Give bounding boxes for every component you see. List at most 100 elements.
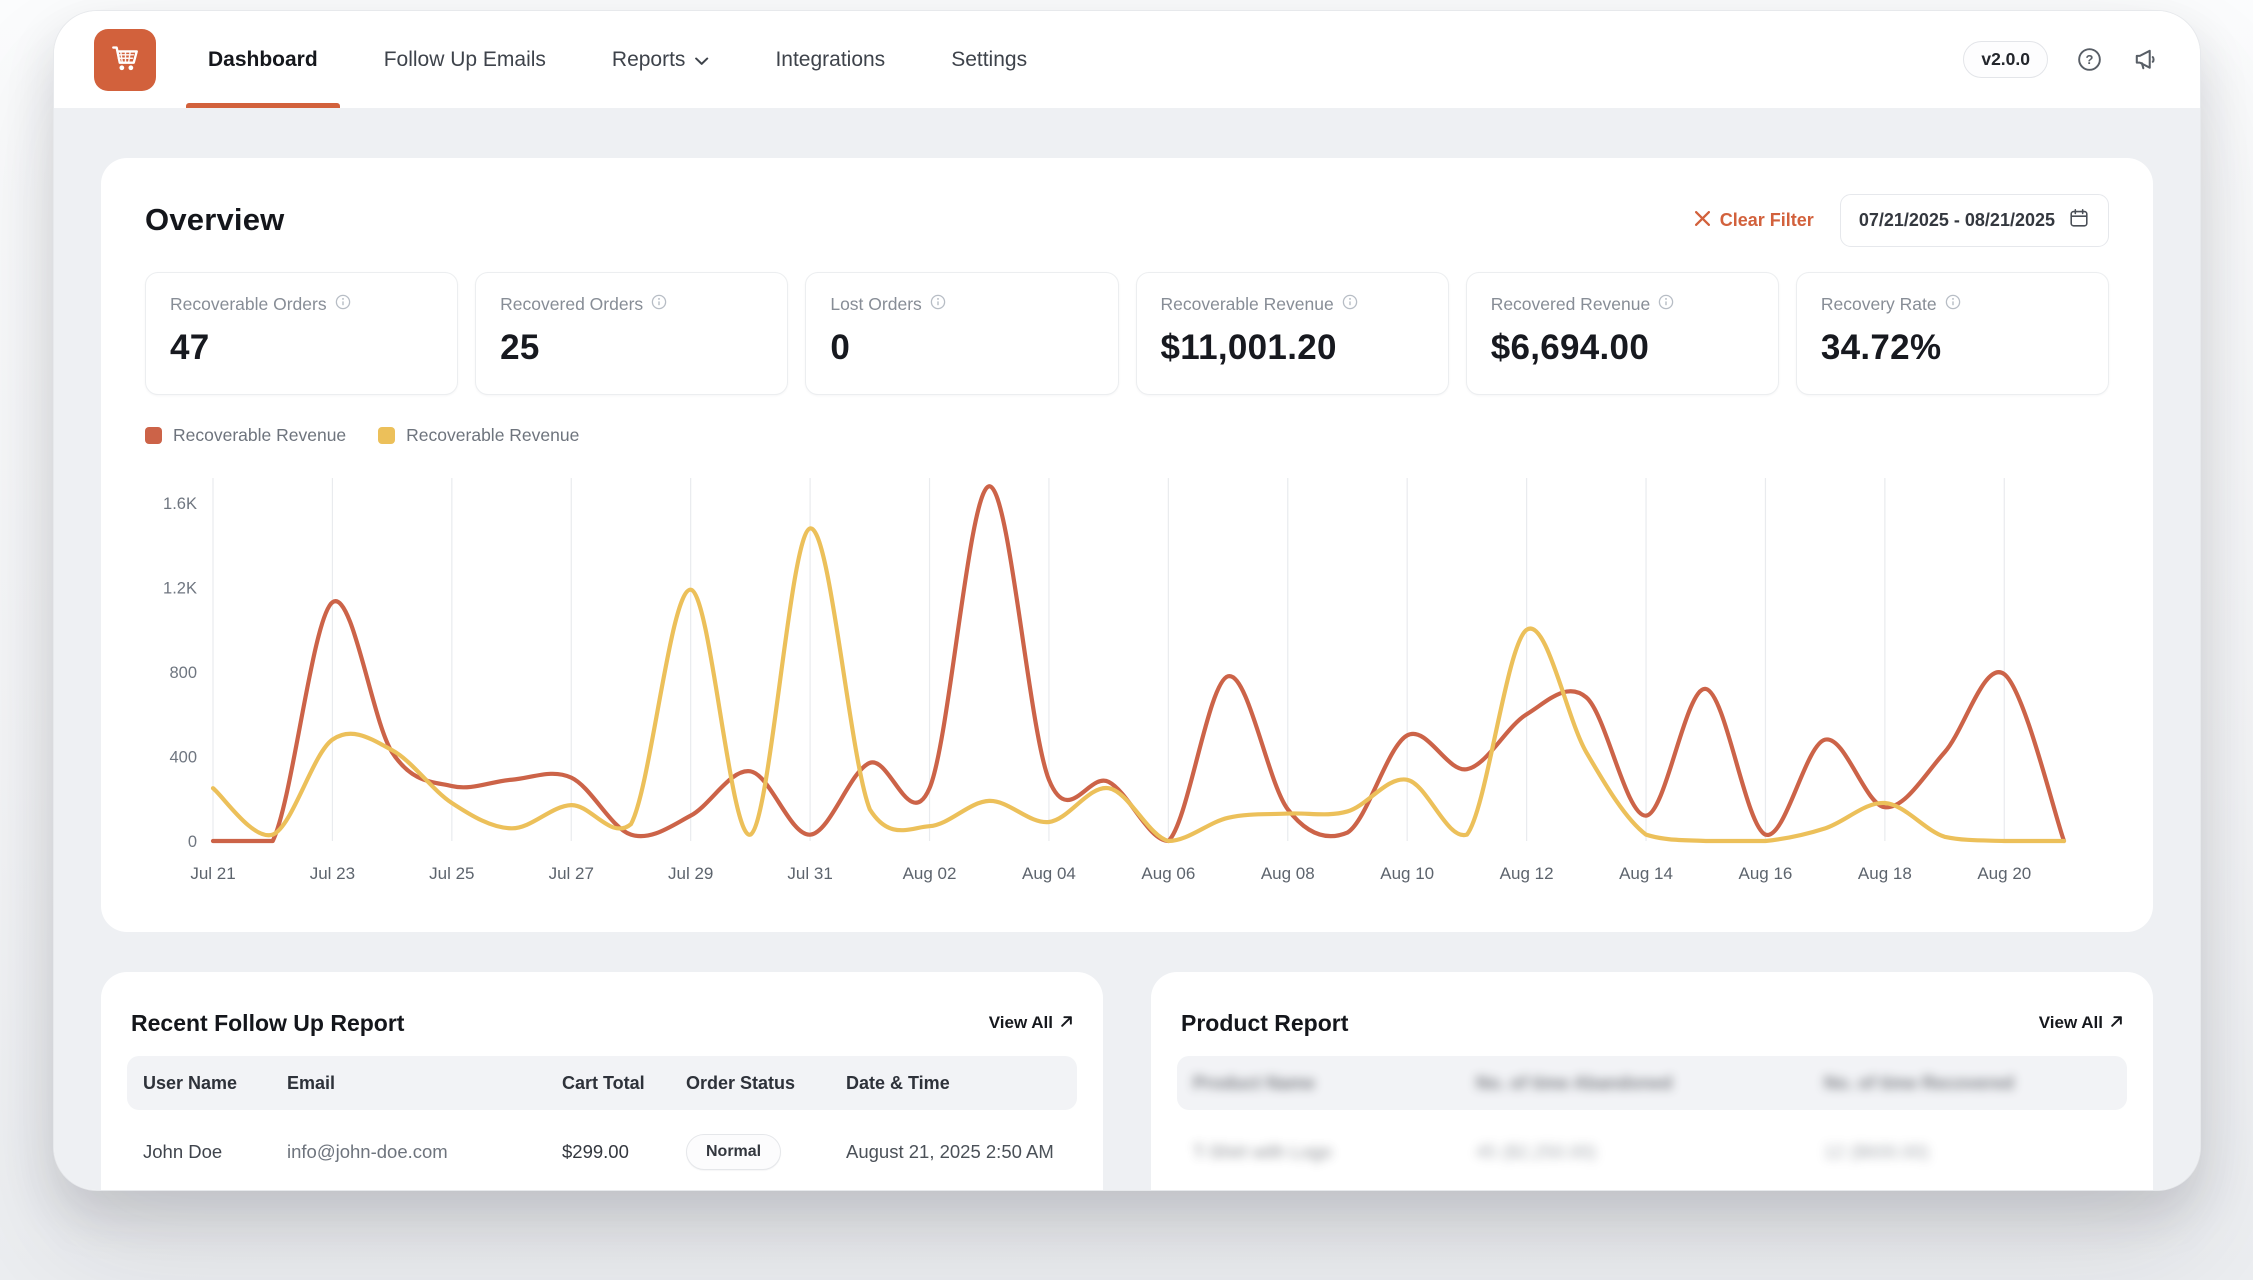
info-icon[interactable]: [335, 294, 351, 315]
arrow-up-right-icon: [2110, 1013, 2123, 1033]
tab-follow-up-emails[interactable]: Follow Up Emails: [384, 11, 546, 108]
tab-reports[interactable]: Reports: [612, 11, 710, 108]
cell-date-time: August 21, 2025 2:50 AM: [846, 1141, 1054, 1162]
col-date-time: Date & Time: [846, 1072, 950, 1093]
main-content: Overview Clear Filter 07/21/2025 - 08/21…: [54, 108, 2200, 1190]
view-all-label: View All: [988, 1013, 1053, 1032]
product-table-header: Product Name No. of time Abandoned No. o…: [1177, 1056, 2127, 1110]
tab-settings[interactable]: Settings: [951, 11, 1027, 108]
stat-value: $11,001.20: [1160, 328, 1337, 367]
legend-label: Recoverable Revenue: [173, 425, 347, 445]
reports-row: Recent Follow Up Report View All User Na…: [101, 972, 2153, 1190]
stat-label: Recovered Revenue: [1490, 294, 1651, 314]
page-title: Overview: [145, 202, 285, 237]
nav-tabs: Dashboard Follow Up Emails Reports Integ…: [186, 11, 1027, 108]
nav-right-group: v2.0.0 ?: [1963, 41, 2160, 78]
svg-text:?: ?: [2086, 52, 2094, 67]
stat-label: Recoverable Revenue: [1160, 294, 1334, 314]
tab-dashboard-label: Dashboard: [208, 47, 318, 71]
info-icon[interactable]: [930, 294, 946, 315]
tab-follow-up-emails-label: Follow Up Emails: [383, 47, 546, 71]
svg-text:Aug 02: Aug 02: [903, 864, 957, 883]
info-icon[interactable]: [1945, 294, 1961, 315]
table-row[interactable]: T-Shirt with Logo 45 ($2,250.00) 12 ($60…: [1177, 1110, 2127, 1190]
app-window: Dashboard Follow Up Emails Reports Integ…: [53, 10, 2201, 1191]
cart-logo-icon: [106, 38, 144, 81]
stat-lost-orders: Lost Orders 0: [805, 272, 1119, 395]
svg-text:Jul 25: Jul 25: [429, 864, 474, 883]
legend-item-recovered[interactable]: Recoverable Revenue: [378, 425, 579, 446]
revenue-chart: Jul 21 Jul 23 Jul 25 Jul 27 Jul 29 Jul 31 Aug …: [145, 456, 2109, 896]
product-report-card: Product Report View All Product Name No.…: [1151, 972, 2153, 1190]
col-cart-total: Cart Total: [562, 1072, 645, 1093]
stat-value: 25: [500, 328, 540, 367]
cell-times-recovered: 12 ($600.00): [1824, 1141, 1929, 1162]
tab-settings-label: Settings: [951, 47, 1028, 71]
col-times-recovered: No. of time Recovered: [1824, 1072, 2015, 1093]
stat-value: 0: [830, 328, 851, 367]
follow-up-report-title: Recent Follow Up Report: [131, 1009, 405, 1036]
stat-recovered-orders: Recovered Orders 25: [475, 272, 789, 395]
cell-user-name: John Doe: [143, 1141, 223, 1162]
info-icon[interactable]: [1658, 294, 1674, 315]
tab-dashboard[interactable]: Dashboard: [186, 11, 340, 108]
col-email: Email: [287, 1072, 336, 1093]
stat-recovered-revenue: Recovered Revenue $6,694.00: [1465, 272, 1779, 395]
svg-text:Jul 31: Jul 31: [787, 864, 832, 883]
version-badge: v2.0.0: [1963, 41, 2048, 78]
stat-recoverable-orders: Recoverable Orders 47: [145, 272, 459, 395]
stat-label: Recoverable Orders: [170, 294, 327, 314]
product-view-all-link[interactable]: View All: [2039, 1013, 2123, 1033]
date-range-value: 07/21/2025 - 08/21/2025: [1858, 209, 2055, 230]
arrow-up-right-icon: [1060, 1013, 1073, 1033]
cell-email: info@john-doe.com: [287, 1141, 448, 1162]
tab-integrations[interactable]: Integrations: [775, 11, 885, 108]
clear-filter-button[interactable]: Clear Filter: [1694, 209, 1814, 231]
follow-up-report-card: Recent Follow Up Report View All User Na…: [101, 972, 1103, 1190]
legend-label: Recoverable Revenue: [406, 425, 580, 445]
stat-recovery-rate: Recovery Rate 34.72%: [1795, 272, 2110, 395]
svg-text:800: 800: [169, 664, 197, 682]
info-icon[interactable]: [1342, 294, 1358, 315]
svg-text:Aug 12: Aug 12: [1500, 864, 1554, 883]
info-icon[interactable]: [651, 294, 667, 315]
svg-text:Jul 21: Jul 21: [190, 864, 235, 883]
svg-text:Aug 08: Aug 08: [1261, 864, 1315, 883]
col-user-name: User Name: [143, 1072, 238, 1093]
svg-text:1.6K: 1.6K: [163, 495, 197, 513]
stat-value: $6,694.00: [1490, 328, 1650, 367]
stat-label: Lost Orders: [830, 294, 922, 314]
col-times-abandoned: No. of time Abandoned: [1476, 1072, 1673, 1093]
svg-text:1.2K: 1.2K: [163, 580, 197, 598]
stat-recoverable-revenue: Recoverable Revenue $11,001.20: [1135, 272, 1449, 395]
chevron-down-icon: [695, 48, 709, 72]
col-product-name: Product Name: [1193, 1072, 1316, 1093]
revenue-chart-svg: Jul 21 Jul 23 Jul 25 Jul 27 Jul 29 Jul 31 Aug …: [163, 478, 2067, 883]
svg-text:Aug 16: Aug 16: [1739, 864, 1793, 883]
follow-up-view-all-link[interactable]: View All: [989, 1013, 1073, 1033]
svg-text:Aug 18: Aug 18: [1858, 864, 1912, 883]
svg-text:Jul 27: Jul 27: [549, 864, 594, 883]
cell-product-name: T-Shirt with Logo: [1193, 1141, 1332, 1162]
clear-filter-label: Clear Filter: [1719, 209, 1814, 230]
date-range-picker[interactable]: 07/21/2025 - 08/21/2025: [1839, 193, 2109, 247]
svg-text:Jul 29: Jul 29: [668, 864, 713, 883]
legend-item-recoverable[interactable]: Recoverable Revenue: [145, 425, 346, 446]
svg-text:Aug 10: Aug 10: [1380, 864, 1434, 883]
help-icon[interactable]: ?: [2076, 46, 2103, 73]
col-order-status: Order Status: [686, 1072, 796, 1093]
follow-up-table-header: User Name Email Cart Total Order Status …: [127, 1056, 1077, 1110]
stat-value: 47: [170, 328, 210, 367]
svg-text:Aug 14: Aug 14: [1619, 864, 1673, 883]
legend-swatch-red: [145, 427, 162, 444]
stat-label: Recovered Orders: [500, 294, 644, 314]
table-row[interactable]: John Doe info@john-doe.com $299.00 Norma…: [127, 1110, 1077, 1190]
announcement-icon[interactable]: [2131, 45, 2160, 74]
legend-swatch-yellow: [378, 427, 396, 444]
status-badge: Normal: [686, 1134, 782, 1170]
svg-text:Aug 04: Aug 04: [1022, 864, 1076, 883]
stat-value: 34.72%: [1820, 328, 1942, 367]
app-logo[interactable]: [94, 28, 156, 91]
cell-times-abandoned: 45 ($2,250.00): [1476, 1141, 1597, 1162]
stat-label: Recovery Rate: [1820, 294, 1937, 314]
